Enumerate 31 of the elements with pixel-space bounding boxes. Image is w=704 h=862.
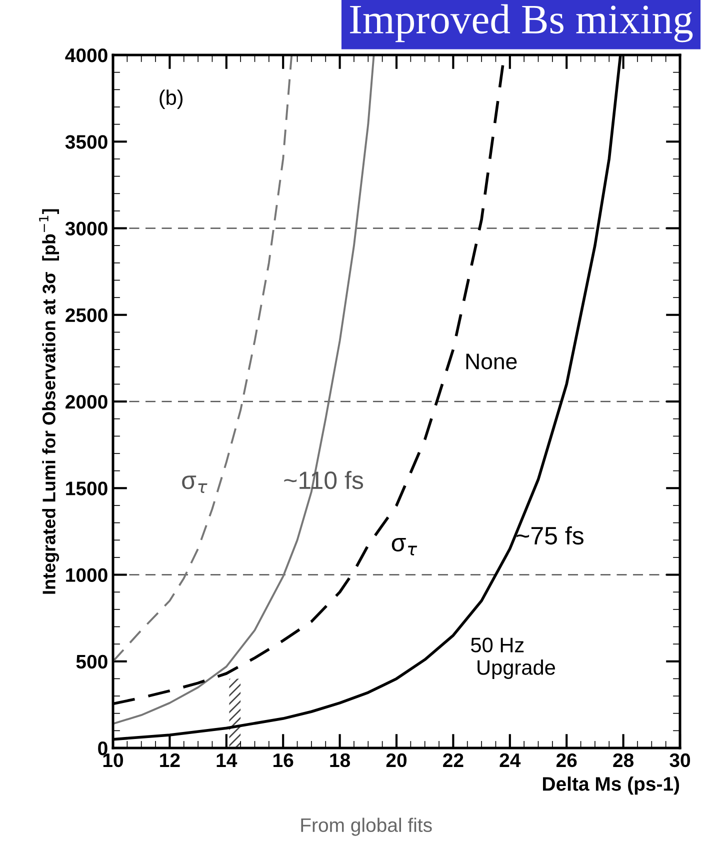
x-tick-label: 30 — [670, 753, 690, 768]
y-tick-label: 2000 — [66, 394, 108, 409]
y-tick-label: 3500 — [65, 135, 108, 149]
line-series — [113, 55, 375, 725]
y-tick-label: 1000 — [66, 568, 108, 582]
x-tick-label: 12 — [160, 753, 180, 767]
x-tick-label: 18 — [330, 753, 350, 768]
y-tick-label: 4000 — [65, 48, 108, 62]
x-axis-title: Delta Ms (ps-1) — [543, 776, 680, 795]
annotation: None — [466, 354, 517, 370]
x-tick-label: 16 — [274, 753, 294, 768]
y-tick-label: 1500 — [66, 482, 108, 496]
annotation: σ$_{τ}$ — [182, 476, 208, 493]
text: From global fits — [301, 818, 432, 836]
x-tick-label: 20 — [386, 753, 407, 768]
x-tick-label: 26 — [556, 753, 577, 768]
x-tick-label: 10 — [103, 753, 124, 768]
annotation: 50 Hz Upgrade — [471, 638, 555, 679]
annotation: ~75 fs — [516, 526, 584, 545]
x-tick-label: 14 — [216, 754, 238, 767]
y-tick-label: 500 — [76, 654, 108, 669]
chart-title: Improved Bs mixing — [350, 4, 693, 42]
y-tick-label: 2500 — [66, 308, 108, 322]
x-tick-label: 22 — [443, 753, 464, 767]
x-tick-label: 28 — [613, 753, 634, 768]
y-tick-label: 3000 — [65, 222, 108, 236]
annotation: σ$_{τ}$ — [392, 538, 418, 556]
annotation: (b) — [160, 90, 183, 110]
x-tick-label: 24 — [500, 753, 521, 767]
y-tick-label: 0 — [98, 741, 108, 756]
y-axis-title: Integrated Lumi for Observation at 3σ [pb$^{−1}$] — [39, 209, 60, 594]
